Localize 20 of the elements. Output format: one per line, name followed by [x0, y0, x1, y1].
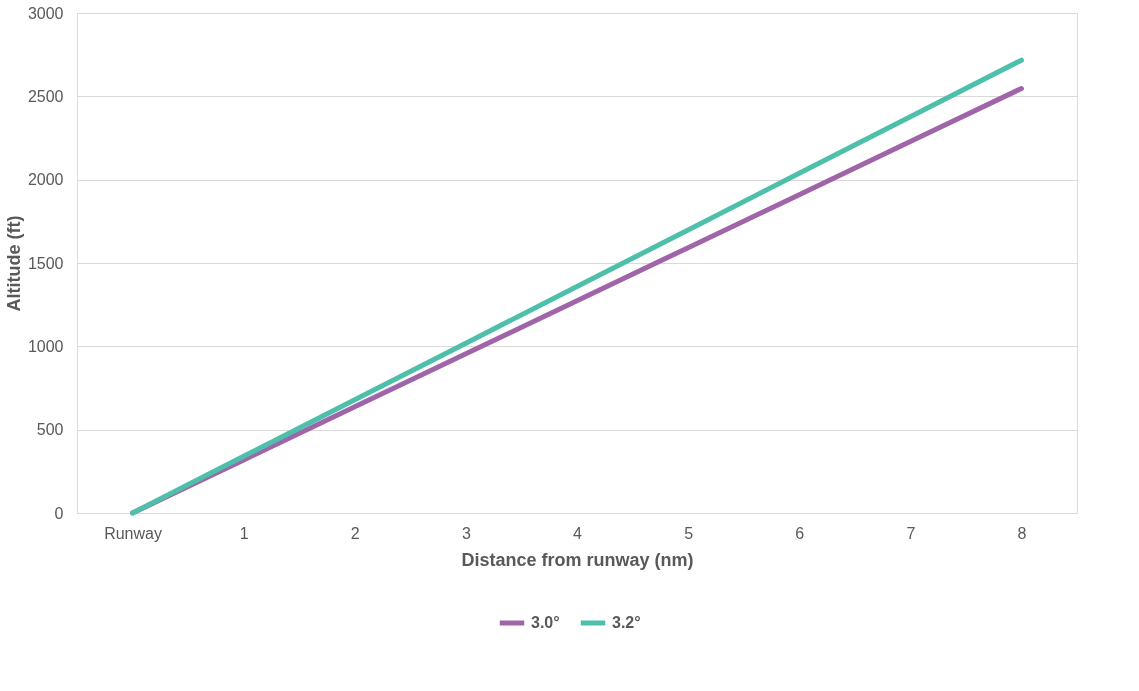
y-tick-label: 2500 — [27, 87, 64, 105]
x-axis-title: Distance from runway (nm) — [461, 549, 694, 570]
x-tick-label: 8 — [1017, 524, 1027, 542]
x-tick-label: 1 — [239, 524, 249, 542]
y-tick-label: 1000 — [27, 337, 64, 355]
y-tick-label: 0 — [54, 504, 64, 522]
y-tick-label: 3000 — [27, 4, 64, 22]
y-tick-label: 500 — [36, 421, 64, 439]
y-tick-label: 2000 — [27, 171, 64, 189]
legend-label: 3.2° — [612, 614, 641, 631]
x-tick-label: 5 — [684, 524, 694, 542]
x-tick-label: 6 — [795, 524, 805, 542]
x-tick-label: 4 — [573, 524, 583, 542]
y-tick-label: 1500 — [27, 254, 64, 272]
x-tick-label: 7 — [906, 524, 916, 542]
x-tick-label: 2 — [350, 524, 360, 542]
legend-label: 3.0° — [531, 614, 560, 631]
x-tick-label: 3 — [461, 524, 471, 542]
y-axis-title: Altitude (ft) — [3, 215, 24, 312]
x-tick-label: Runway — [104, 524, 162, 542]
